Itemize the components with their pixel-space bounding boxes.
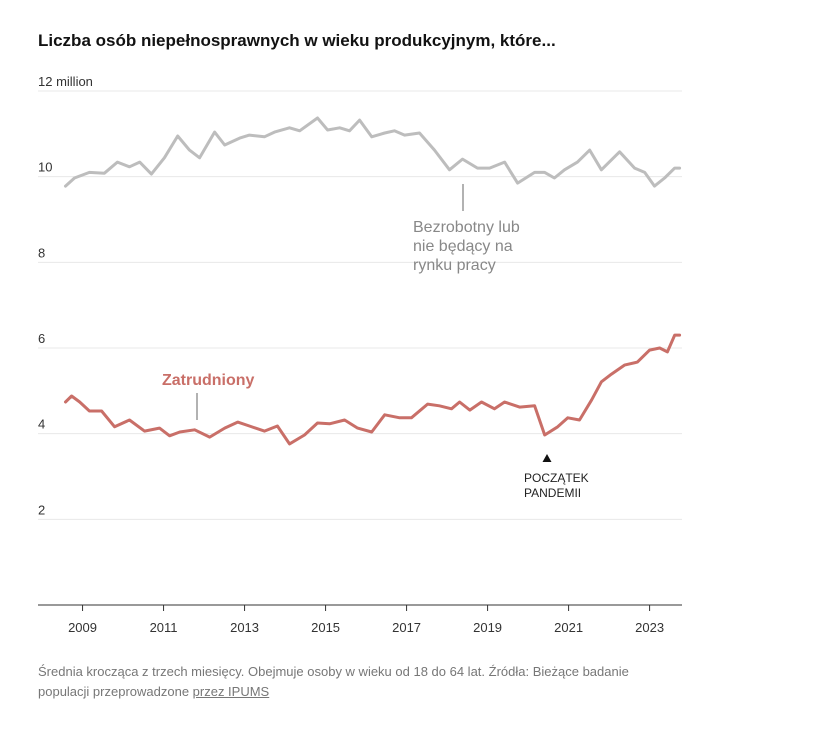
x-tick-label: 2021 <box>554 620 583 635</box>
y-tick-label: 4 <box>38 417 45 432</box>
series-label: Zatrudniony <box>162 372 255 389</box>
series-line <box>64 333 682 446</box>
note-text: Średnia krocząca z trzech miesięcy. Obej… <box>38 664 629 699</box>
y-tick-label: 8 <box>38 245 45 260</box>
series-line <box>64 116 682 188</box>
y-tick-label: 10 <box>38 160 52 175</box>
chart: Liczba osób niepełnosprawnych w wieku pr… <box>38 31 682 635</box>
x-tick-label: 2017 <box>392 620 421 635</box>
annotation-text: PANDEMII <box>524 486 581 500</box>
series-label: Bezrobotny lub nie będący na rynku pracy <box>413 219 520 274</box>
y-tick-label: 2 <box>38 502 45 517</box>
footnote: Średnia krocząca z trzech miesięcy. Obej… <box>38 662 678 702</box>
y-tick-label: 6 <box>38 331 45 346</box>
x-tick-label: 2013 <box>230 620 259 635</box>
x-tick-label: 2023 <box>635 620 664 635</box>
y-tick-label: 12 million <box>38 74 93 89</box>
x-tick-label: 2015 <box>311 620 340 635</box>
x-tick-label: 2009 <box>68 620 97 635</box>
annotation-text: POCZĄTEK <box>524 471 589 485</box>
chart-title: Liczba osób niepełnosprawnych w wieku pr… <box>38 31 556 50</box>
x-tick-label: 2019 <box>473 620 502 635</box>
source-link[interactable]: przez IPUMS <box>192 684 270 699</box>
annotation-marker <box>542 454 552 462</box>
x-tick-label: 2011 <box>150 620 178 635</box>
